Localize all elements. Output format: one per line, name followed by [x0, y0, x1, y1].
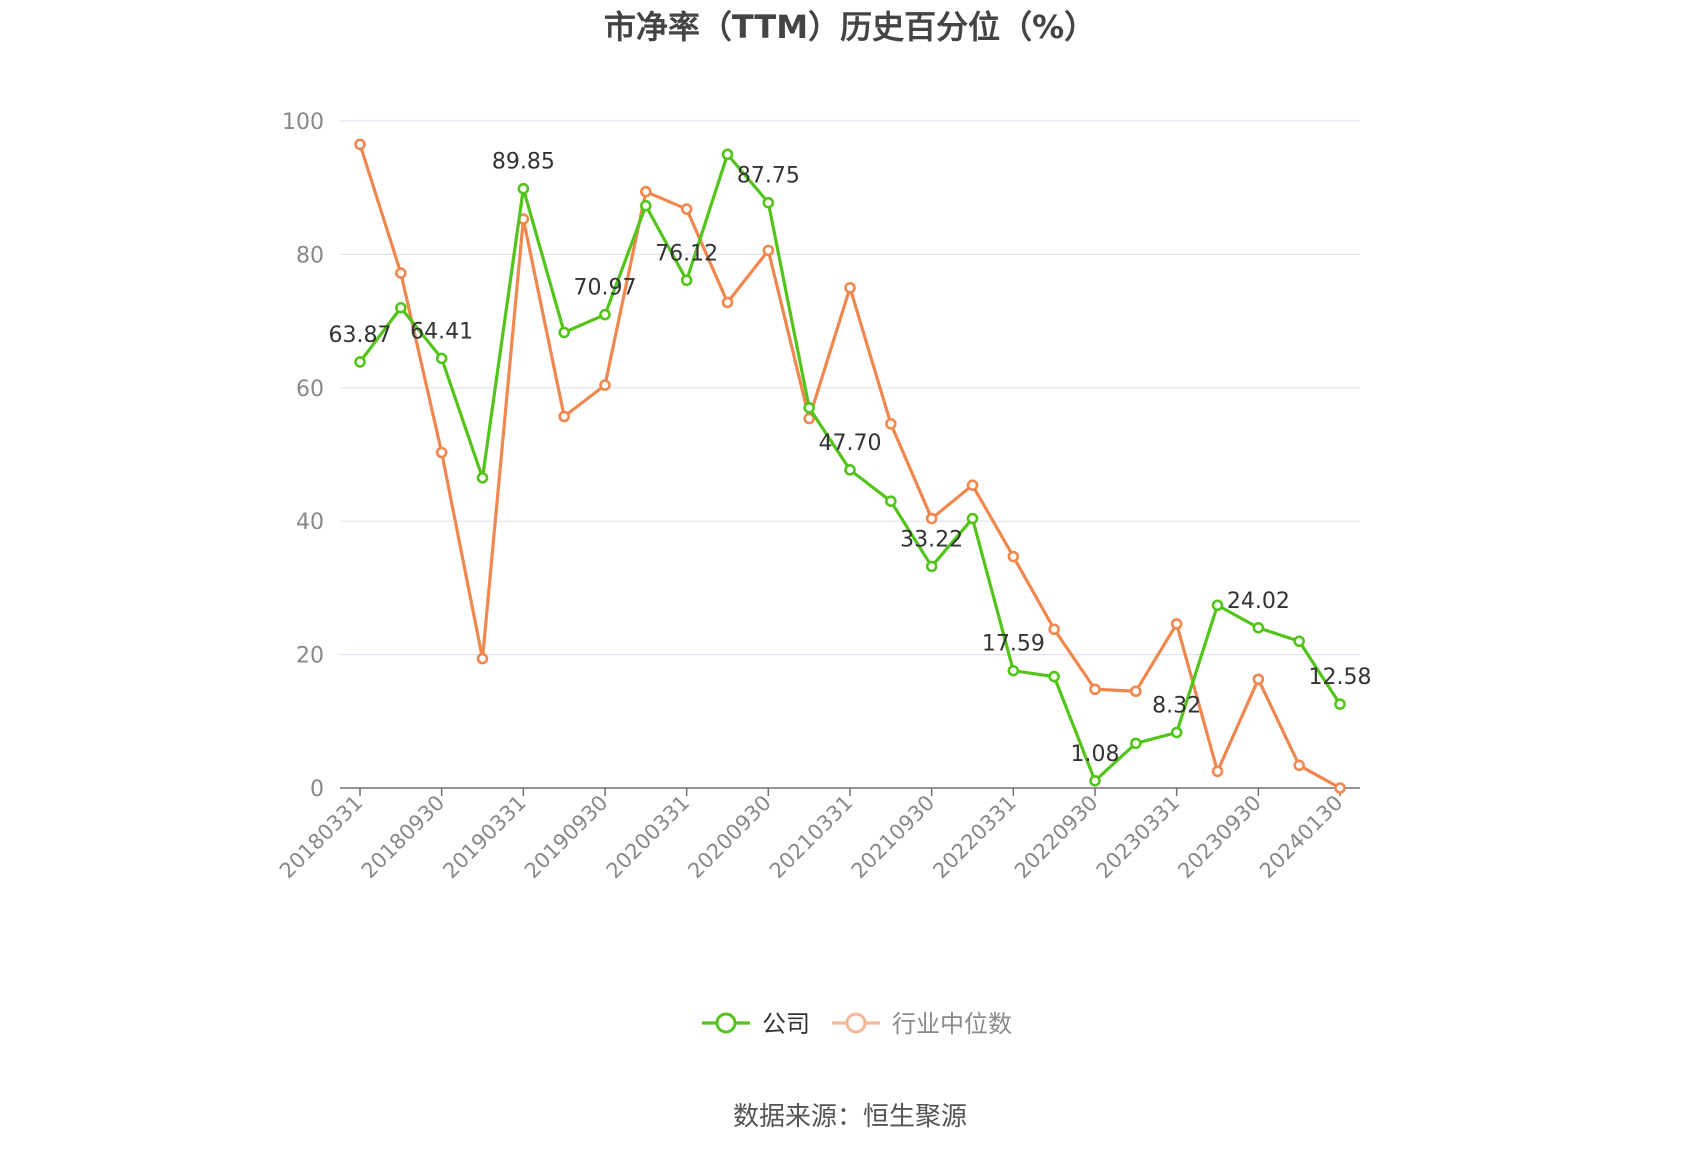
data-point[interactable] — [1130, 685, 1142, 698]
data-point[interactable] — [844, 464, 856, 476]
data-point[interactable] — [395, 267, 407, 279]
y-tick-label: 20 — [296, 644, 324, 669]
series-industry-median — [354, 138, 1346, 794]
data-point[interactable] — [1170, 726, 1183, 739]
legend: 公司 行业中位数 — [702, 1010, 1012, 1038]
data-point[interactable] — [1048, 623, 1060, 636]
data-point[interactable] — [1007, 664, 1020, 677]
data-point[interactable] — [680, 203, 693, 215]
legend-label: 公司 — [762, 1010, 810, 1038]
x-axis: 2018033120180930201903312019093020200331… — [275, 787, 1360, 884]
data-point[interactable] — [395, 301, 407, 314]
legend-item-industry-median[interactable]: 行业中位数 — [832, 1010, 1012, 1038]
series-company — [354, 148, 1346, 787]
data-point[interactable] — [1293, 759, 1305, 772]
legend-marker — [715, 1012, 737, 1034]
x-tick-label: 20180930 — [357, 791, 450, 884]
data-point[interactable] — [844, 281, 856, 294]
data-point[interactable] — [803, 402, 815, 414]
data-point[interactable] — [1211, 765, 1224, 778]
x-tick-label: 20200331 — [602, 791, 695, 884]
data-point[interactable] — [354, 138, 366, 151]
data-point[interactable] — [885, 495, 897, 507]
data-point[interactable] — [1293, 635, 1305, 648]
data-point[interactable] — [1334, 698, 1346, 710]
data-point[interactable] — [762, 196, 775, 209]
data-point[interactable] — [1334, 782, 1346, 794]
data-point[interactable] — [640, 185, 652, 198]
legend-marker — [845, 1012, 867, 1034]
data-label: 12.58 — [1309, 665, 1372, 690]
data-point[interactable] — [1252, 673, 1265, 686]
data-point[interactable] — [476, 472, 489, 484]
data-point[interactable] — [476, 652, 489, 665]
data-point[interactable] — [599, 308, 611, 321]
data-label: 8.32 — [1152, 694, 1201, 719]
data-label: 33.22 — [900, 527, 963, 552]
x-tick-label: 20220331 — [928, 791, 1021, 884]
data-point[interactable] — [1130, 737, 1142, 750]
data-point[interactable] — [1089, 683, 1101, 696]
x-tick-label: 20230930 — [1173, 791, 1266, 884]
data-point[interactable] — [966, 479, 979, 491]
y-tick-label: 60 — [296, 377, 324, 402]
data-point[interactable] — [1170, 618, 1183, 630]
data-label: 17.59 — [982, 632, 1045, 657]
x-tick-label: 20200930 — [683, 791, 776, 884]
data-point[interactable] — [1252, 621, 1265, 634]
legend-item-company[interactable]: 公司 — [702, 1010, 810, 1038]
data-point[interactable] — [925, 560, 938, 573]
data-point[interactable] — [640, 199, 652, 212]
data-point[interactable] — [762, 244, 775, 257]
data-point[interactable] — [435, 352, 448, 365]
source-note: 数据来源：恒生聚源 — [733, 1102, 967, 1132]
data-point[interactable] — [680, 274, 693, 287]
x-tick-label: 20230331 — [1092, 791, 1185, 884]
y-axis: 0 20 40 60 80 100 — [282, 110, 324, 802]
data-point[interactable] — [1048, 670, 1060, 683]
data-point[interactable] — [925, 512, 938, 525]
x-tick-label: 20190930 — [520, 791, 613, 884]
chart-title: 市净率（TTM）历史百分位（%） — [604, 8, 1096, 46]
data-point[interactable] — [517, 182, 530, 195]
data-point[interactable] — [966, 512, 979, 525]
x-tick-label: 20180331 — [275, 791, 368, 884]
data-point[interactable] — [803, 412, 815, 425]
data-point[interactable] — [1007, 550, 1020, 563]
data-point[interactable] — [1211, 599, 1224, 612]
x-tick-label: 20240130 — [1255, 791, 1348, 884]
data-label: 1.08 — [1071, 742, 1120, 767]
x-tick-label: 20210331 — [765, 791, 858, 884]
data-label: 89.85 — [492, 150, 555, 175]
data-label: 24.02 — [1227, 589, 1290, 614]
data-labels: 63.87 64.41 89.85 70.97 76.12 87.75 47.70 33.22… — [329, 150, 1372, 767]
data-label: 64.41 — [410, 319, 473, 344]
data-label: 76.12 — [655, 241, 718, 266]
data-point[interactable] — [558, 326, 570, 339]
x-tick-label: 20210930 — [847, 791, 940, 884]
data-point[interactable] — [558, 410, 570, 423]
legend-label: 行业中位数 — [892, 1010, 1012, 1038]
data-label: 47.70 — [819, 431, 882, 456]
data-point[interactable] — [599, 379, 611, 391]
data-point[interactable] — [435, 446, 448, 459]
data-point[interactable] — [721, 296, 734, 309]
data-label: 63.87 — [329, 323, 392, 348]
data-label: 87.75 — [737, 164, 800, 189]
grid-lines — [340, 120, 1360, 656]
y-tick-label: 100 — [282, 110, 324, 135]
data-label: 70.97 — [574, 276, 637, 301]
y-tick-label: 40 — [296, 510, 324, 535]
y-tick-label: 80 — [296, 243, 324, 268]
y-tick-label: 0 — [310, 777, 324, 802]
x-tick-label: 20190331 — [438, 791, 531, 884]
x-tick-label: 20220930 — [1010, 791, 1103, 884]
data-point[interactable] — [354, 356, 366, 368]
series-layer — [354, 138, 1346, 794]
data-point[interactable] — [721, 148, 734, 161]
data-point[interactable] — [1089, 774, 1101, 787]
data-point[interactable] — [885, 418, 897, 430]
